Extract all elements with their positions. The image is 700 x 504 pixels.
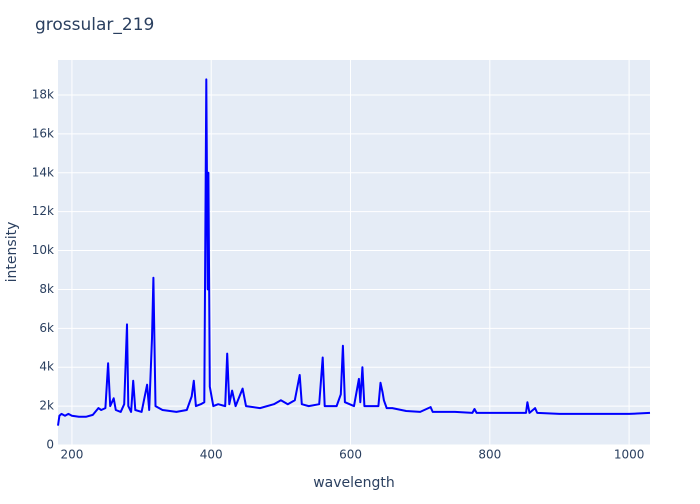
y-tick-label: 12k: [32, 204, 54, 218]
x-tick-label: 400: [200, 448, 223, 462]
x-tick-label: 1000: [614, 448, 645, 462]
chart-title: grossular_219: [35, 15, 154, 35]
y-tick-label: 14k: [32, 165, 54, 179]
y-tick-label: 18k: [32, 88, 54, 102]
plot-area: [58, 60, 650, 445]
x-tick-label: 200: [60, 448, 83, 462]
y-tick-label: 6k: [39, 321, 54, 335]
x-axis-label: wavelength: [313, 475, 395, 491]
y-tick-label: 16k: [32, 126, 54, 140]
x-tick-label: 800: [478, 448, 501, 462]
y-tick-label: 4k: [39, 360, 54, 374]
y-tick-label: 0: [46, 438, 54, 452]
x-tick-label: 600: [339, 448, 362, 462]
y-tick-label: 10k: [32, 243, 54, 257]
series-line: [57, 78, 651, 426]
y-axis-label: intensity: [4, 222, 20, 283]
y-tick-label: 2k: [39, 399, 54, 413]
y-tick-label: 8k: [39, 282, 54, 296]
